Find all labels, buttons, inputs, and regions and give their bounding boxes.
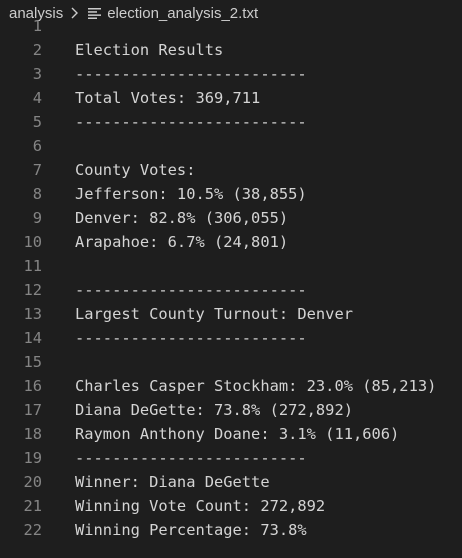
line-number: 8	[32, 185, 42, 203]
editor-line[interactable]: 8 Jefferson: 10.5% (38,855)	[0, 182, 462, 206]
line-text[interactable]: -------------------------	[75, 65, 307, 83]
editor-line[interactable]: 22 Winning Percentage: 73.8%	[0, 518, 462, 542]
line-number: 1	[32, 17, 42, 35]
line-number: 19	[23, 449, 42, 467]
line-number: 10	[23, 233, 42, 251]
editor-line[interactable]: 15	[0, 350, 462, 374]
line-text[interactable]: Arapahoe: 6.7% (24,801)	[75, 233, 289, 251]
line-text[interactable]: Diana DeGette: 73.8% (272,892)	[75, 401, 353, 419]
editor-line[interactable]: 2 Election Results	[0, 38, 462, 62]
editor-line[interactable]: 10 Arapahoe: 6.7% (24,801)	[0, 230, 462, 254]
editor-line[interactable]: 23 -------------------------	[0, 542, 462, 546]
line-number: 20	[23, 473, 42, 491]
line-text[interactable]: Winning Percentage: 73.8%	[75, 521, 307, 539]
breadcrumb-folder[interactable]: analysis	[9, 4, 64, 22]
breadcrumb: analysis election_analysis_2.txt	[0, 0, 462, 26]
line-number: 9	[32, 209, 42, 227]
editor-line[interactable]: 5 -------------------------	[0, 110, 462, 134]
editor-line[interactable]: 19 -------------------------	[0, 446, 462, 470]
line-text[interactable]: -------------------------	[75, 449, 307, 467]
editor-line[interactable]: 17 Diana DeGette: 73.8% (272,892)	[0, 398, 462, 422]
line-text[interactable]: Winner: Diana DeGette	[75, 473, 270, 491]
line-number: 13	[23, 305, 42, 323]
line-number: 21	[23, 497, 42, 515]
line-text[interactable]: -------------------------	[75, 329, 307, 347]
line-number: 2	[32, 41, 42, 59]
chevron-right-icon	[69, 6, 81, 20]
line-text[interactable]: Winning Vote Count: 272,892	[75, 497, 326, 515]
line-text[interactable]: Total Votes: 369,711	[75, 89, 261, 107]
editor-line[interactable]: 9 Denver: 82.8% (306,055)	[0, 206, 462, 230]
editor-line[interactable]: 14 -------------------------	[0, 326, 462, 350]
line-text[interactable]: Raymon Anthony Doane: 3.1% (11,606)	[75, 425, 400, 443]
line-text[interactable]: -------------------------	[75, 542, 307, 546]
editor-line[interactable]: 11	[0, 254, 462, 278]
line-number: 5	[32, 113, 42, 131]
line-number: 4	[32, 89, 42, 107]
line-number: 18	[23, 425, 42, 443]
line-number: 17	[23, 401, 42, 419]
editor-line[interactable]: 13 Largest County Turnout: Denver	[0, 302, 462, 326]
editor-line[interactable]: 18 Raymon Anthony Doane: 3.1% (11,606)	[0, 422, 462, 446]
editor-line[interactable]: 3 -------------------------	[0, 62, 462, 86]
line-text[interactable]: Largest County Turnout: Denver	[75, 305, 353, 323]
line-text[interactable]: Election Results	[75, 41, 224, 59]
breadcrumb-file[interactable]: election_analysis_2.txt	[107, 4, 259, 22]
line-number: 15	[23, 353, 42, 371]
editor-line[interactable]: 16 Charles Casper Stockham: 23.0% (85,213…	[0, 374, 462, 398]
editor-line[interactable]: 7 County Votes:	[0, 158, 462, 182]
editor-line[interactable]: 20 Winner: Diana DeGette	[0, 470, 462, 494]
line-text[interactable]: County Votes:	[75, 161, 196, 179]
line-text[interactable]: Charles Casper Stockham: 23.0% (85,213)	[75, 377, 437, 395]
editor-line[interactable]: 21 Winning Vote Count: 272,892	[0, 494, 462, 518]
line-number: 14	[23, 329, 42, 347]
line-text[interactable]: Jefferson: 10.5% (38,855)	[75, 185, 307, 203]
line-text[interactable]: -------------------------	[75, 281, 307, 299]
line-number: 6	[32, 137, 42, 155]
line-number: 3	[32, 65, 42, 83]
line-number: 23	[0, 542, 42, 546]
editor-line[interactable]: 1	[0, 14, 462, 38]
line-text[interactable]: Denver: 82.8% (306,055)	[75, 209, 289, 227]
editor-line[interactable]: 4 Total Votes: 369,711	[0, 86, 462, 110]
line-number: 22	[23, 521, 42, 539]
text-file-icon	[87, 6, 101, 20]
line-number: 12	[23, 281, 42, 299]
line-number: 7	[32, 161, 42, 179]
editor-line[interactable]: 12 -------------------------	[0, 278, 462, 302]
line-number: 11	[23, 257, 42, 275]
editor-text-area[interactable]: 1 2 Election Results 3 ---------------------…	[0, 14, 462, 546]
line-number: 16	[23, 377, 42, 395]
editor-line[interactable]: 6	[0, 134, 462, 158]
line-text[interactable]: -------------------------	[75, 113, 307, 131]
